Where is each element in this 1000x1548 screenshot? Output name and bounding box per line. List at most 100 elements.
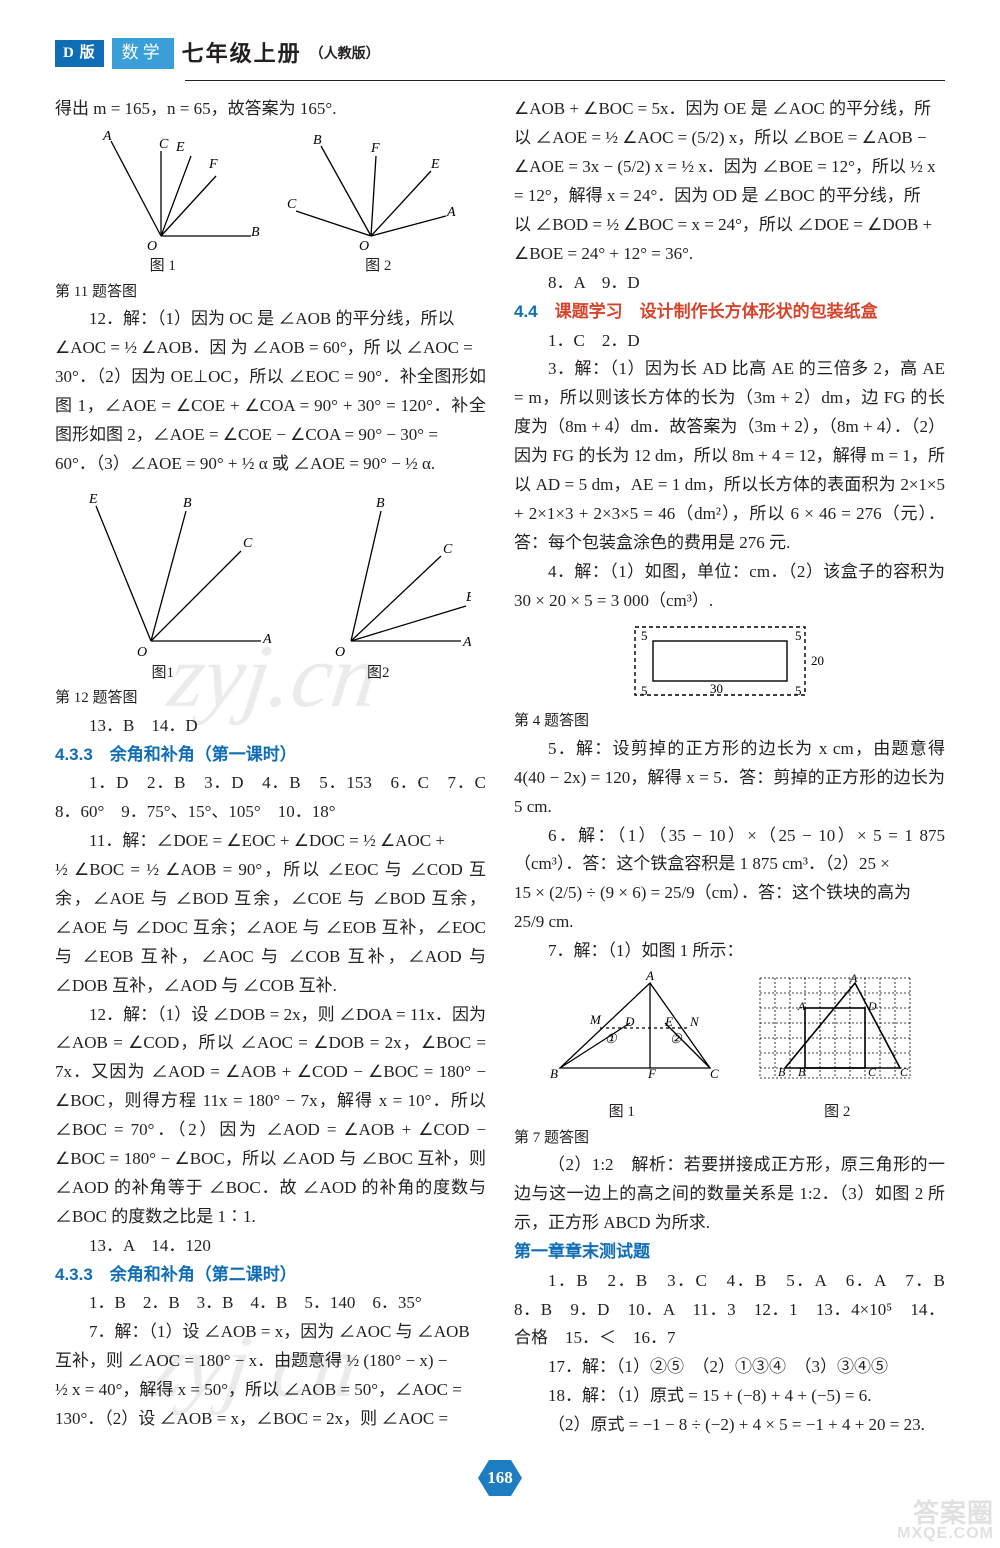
left-p7a: 7．解：（1）设 ∠AOB = x，因为 ∠AOC 与 ∠AOB [55,1318,486,1347]
left-ans1: 1．D 2．B 3．D 4．B 5．153 6．C 7．C 8．60° 9．75… [55,769,486,827]
r-test1: 1．B 2．B 3．C 4．B 5．A 6．A 7．B 8．B 9．D 10．A… [514,1267,945,1354]
svg-text:A: A [849,971,858,985]
sec-433a: 4.3.3 余角和补角（第一课时） [55,745,297,764]
svg-text:C: C [287,197,297,212]
svg-text:O: O [359,239,369,254]
page-number: 168 [55,1458,945,1498]
svg-text:D: D [867,999,877,1013]
svg-text:20: 20 [811,653,824,668]
svg-text:E: E [430,157,440,172]
left-p7d: 130°．（2）设 ∠AOB = x，∠BOC = 2x，则 ∠AOC = [55,1405,486,1434]
r-p4a: 4．解：（1）如图，单位：cm．（2）该盒子的容积为 30 × 20 × 5 =… [514,558,945,616]
left-ans2: 1．B 2．B 3．B 4．B 5．140 6．35° [55,1289,486,1318]
svg-text:A: A [102,129,112,144]
r-test17: 17．解：（1）②⑤ （2）①③④ （3）③④⑤ [514,1353,945,1382]
left-column: 得出 m = 165，n = 65，故答案为 165°. [55,95,486,1440]
r-p7a: 7．解：（1）如图 1 所示： [514,937,945,966]
r-p1: ∠AOB + ∠BOC = 5x．因为 OE 是 ∠AOC 的平分线，所 [514,95,945,124]
svg-text:5: 5 [641,628,648,643]
left-p13: 13．B 14．D [55,712,486,741]
left-p12b: ∠AOC = ½ ∠AOB．因 为 ∠AOB = 60°，所 以 ∠AOC = [55,334,486,363]
fig7b-label: 图 2 [824,1100,850,1126]
left-p11b: ½ ∠BOC = ½ ∠AOB = 90°，所以 ∠EOC 与 ∠COD 互余，… [55,856,486,1000]
svg-text:B: B [376,496,385,511]
svg-text:F: F [370,141,380,156]
svg-text:B: B [251,225,260,240]
svg-text:C: C [900,1065,909,1079]
r-p5: 以 ∠BOD = ½ ∠BOC = x = 24°，所以 ∠DOE = ∠DOB… [514,211,945,240]
left-p7b: 互补，则 ∠AOC = 180° − x．由题意得 ½ (180° − x) − [55,1347,486,1376]
fig7-svg: A B C M N D E F ① ② [530,968,930,1098]
corner-site: MXQE.COM [897,1526,994,1542]
left-p12a: 12．解：（1）因为 OC 是 ∠AOB 的平分线，所以 [55,305,486,334]
svg-text:5: 5 [641,683,648,698]
grade-title: 七年级上册 [182,35,302,72]
left-p12d: 60°．（3）∠AOE = 90° + ½ α 或 ∠AOE = 90° − ½… [55,450,486,479]
r-p6: ∠BOE = 24° + 12° = 36°. [514,240,945,269]
svg-text:E: E [465,590,471,605]
header: D 版 数学 七年级上册 （人教版） [55,35,945,72]
svg-text:O: O [137,645,147,660]
fig11-svg: ACE FBO BFE CAO [81,126,461,256]
svg-text:C: C [243,536,253,551]
fig4-svg: 5 5 5 5 20 30 [615,617,845,707]
left-p11a: 11．解：∠DOE = ∠EOC + ∠DOC = ½ ∠AOC + [55,827,486,856]
fig7-caption: 第 7 题答图 [514,1126,945,1152]
page-number-value: 168 [478,1458,522,1498]
svg-text:C: C [868,1065,877,1079]
svg-text:C: C [159,137,169,152]
columns: 得出 m = 165，n = 65，故答案为 165°. [55,95,945,1440]
svg-text:B: B [798,1065,806,1079]
r-p6b: 15 × (2/5) ÷ (9 × 6) = 25/9（cm）．答：这个铁块的高… [514,879,945,908]
svg-text:A: A [446,205,456,220]
fig12a-label: 图1 [151,661,174,687]
svg-text:B: B [778,1065,786,1079]
svg-text:A: A [797,999,806,1013]
svg-text:M: M [589,1012,602,1027]
svg-text:B: B [550,1066,558,1081]
svg-text:30: 30 [710,681,723,696]
svg-text:A: A [462,635,471,650]
fig7a-label: 图 1 [609,1100,635,1126]
left-p7c: ½ x = 40°，解得 x = 50°，所以 ∠AOB = 50°，∠AOC … [55,1376,486,1405]
svg-text:O: O [147,239,157,254]
svg-text:①: ① [605,1031,618,1046]
page: zyj.cn zyj.cn D 版 数学 七年级上册 （人教版） 得出 m = … [0,0,1000,1548]
svg-text:5: 5 [795,683,802,698]
header-rule [185,80,945,81]
fig4-caption: 第 4 题答图 [514,709,945,735]
r-p4: = 12°，解得 x = 24°．因为 OD 是 ∠BOC 的平分线，所 [514,182,945,211]
svg-text:5: 5 [795,628,802,643]
tag-math: 数学 [112,38,174,69]
sec-test: 第一章章末测试题 [514,1242,650,1261]
corner-watermark: 答案圈 MXQE.COM [897,1500,994,1542]
svg-text:N: N [689,1014,700,1029]
fig12-caption: 第 12 题答图 [55,686,486,712]
r-p12: 1．C 2．D [514,327,945,356]
right-column: ∠AOB + ∠BOC = 5x．因为 OE 是 ∠AOC 的平分线，所 以 ∠… [514,95,945,1440]
left-p1314: 13．A 14．120 [55,1232,486,1261]
svg-text:E: E [88,492,98,507]
fig12b-label: 图2 [367,661,390,687]
fig11a-label: 图 1 [150,254,176,280]
svg-text:A: A [262,632,272,647]
sec-44a: 4.4 [514,302,538,321]
sec-44b: 课题学习 设计制作长方体形状的包装纸盒 [555,302,878,321]
svg-text:C: C [710,1066,719,1081]
svg-text:A: A [645,968,654,983]
svg-text:D: D [624,1014,635,1029]
svg-text:B: B [313,133,322,148]
left-p1: 得出 m = 165，n = 65，故答案为 165°. [55,95,486,124]
svg-text:②: ② [670,1031,683,1046]
left-p12e: 12．解：（1）设 ∠DOB = 2x，则 ∠DOA = 11x．因为 ∠AOB… [55,1001,486,1232]
svg-text:E: E [664,1014,673,1029]
r-p5a: 5．解：设剪掉的正方形的边长为 x cm，由题意得 4(40 − 2x) = 1… [514,735,945,822]
edition: （人教版） [310,42,380,66]
r-p3: ∠AOE = 3x − (5/2) x = ½ x．因为 ∠BOE = 12°，… [514,153,945,182]
svg-text:O: O [335,645,345,660]
left-p12c: 30°．（2）因为 OE⊥OC，所以 ∠EOC = 90°．补全图形如图 1，∠… [55,363,486,450]
r-test18a: 18．解：（1）原式 = 15 + (−8) + 4 + (−5) = 6. [514,1382,945,1411]
svg-text:F: F [647,1066,657,1081]
r-p6c: 25/9 cm. [514,908,945,937]
svg-text:B: B [183,496,192,511]
